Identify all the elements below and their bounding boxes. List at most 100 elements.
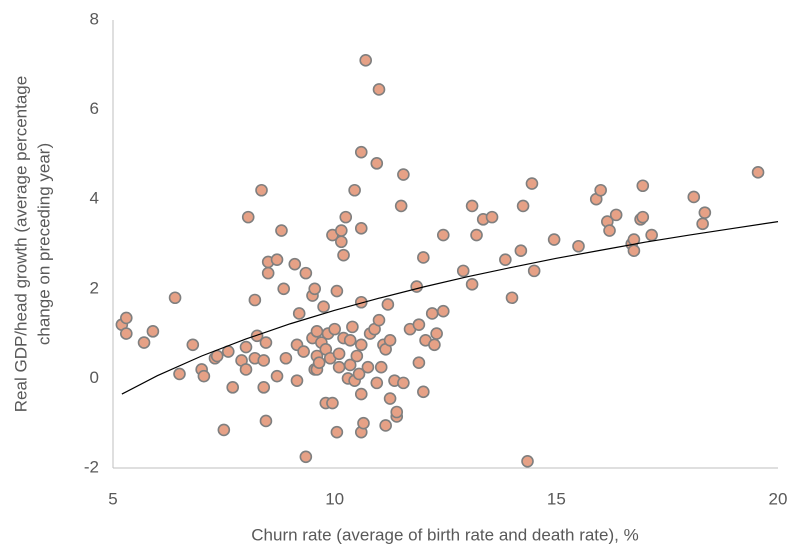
point [412,318,426,331]
point [417,385,430,399]
point [547,233,561,246]
point [527,264,541,278]
point [332,347,346,361]
point [270,369,284,383]
point [627,244,641,258]
x-tick-label: 15 [547,489,566,508]
point [354,295,368,309]
point [379,419,392,432]
x-axis-title: Churn rate (average of birth rate and de… [251,525,638,544]
point [627,233,641,246]
point [357,416,370,430]
point [572,239,585,253]
point [310,325,324,338]
y-tick-label: 2 [90,278,99,297]
point [335,224,348,237]
x-tick-label: 20 [769,489,788,508]
point [698,206,712,219]
point [354,338,368,352]
point [394,199,408,213]
point [257,354,271,367]
point [335,235,348,249]
point [312,356,326,370]
point [326,396,339,410]
point [594,183,607,197]
point [348,183,361,197]
point [275,224,288,237]
point [751,166,765,179]
point [257,381,271,394]
point [330,425,344,439]
y-tick-label: 4 [90,189,99,208]
y-tick-label: 8 [90,9,99,28]
y-tick-label: 0 [90,368,99,387]
y-axis-title: Real GDP/head growth (average percentage [11,76,30,412]
point [381,298,395,311]
point [430,327,443,340]
point [696,217,709,231]
point [465,278,479,291]
point [354,387,368,401]
point [361,360,375,374]
point [436,228,450,242]
point [470,228,483,242]
point [370,376,384,390]
point [525,177,539,190]
point [354,145,368,159]
point [299,450,313,464]
point [521,454,534,468]
point [241,210,255,224]
point [146,325,160,338]
point [339,210,353,224]
point [359,54,373,67]
point [317,300,330,314]
point [343,358,357,372]
point [250,329,264,343]
point [197,369,211,383]
point [417,251,430,264]
point [120,311,133,325]
point [514,244,528,258]
point [609,208,623,222]
point [217,423,231,437]
x-tick-label: 5 [108,489,117,508]
point [636,210,650,224]
point [354,222,368,235]
point [397,168,410,181]
point [168,291,182,305]
point [297,345,310,358]
point [270,253,284,266]
point [383,392,397,405]
point [412,356,426,370]
point [425,307,439,320]
y-axis-title: change on preceding year) [34,143,53,345]
point [279,351,293,365]
point [456,264,470,278]
point [259,414,273,428]
point [603,224,616,237]
point [350,349,364,363]
point [372,313,386,327]
y-tick-label: -2 [84,457,99,476]
point [332,360,346,374]
point [186,338,200,352]
point [255,183,268,197]
point [290,374,304,387]
point [516,199,530,213]
point [137,336,151,349]
point [239,363,253,376]
point [485,210,499,224]
point [346,320,359,334]
point [428,338,441,352]
point [299,266,313,280]
point [410,280,423,293]
x-tick-label: 10 [325,489,344,508]
point [436,304,450,318]
point [636,179,650,193]
point [374,360,388,374]
point [308,282,322,296]
point [337,248,350,262]
point [499,253,512,266]
point [505,291,519,305]
